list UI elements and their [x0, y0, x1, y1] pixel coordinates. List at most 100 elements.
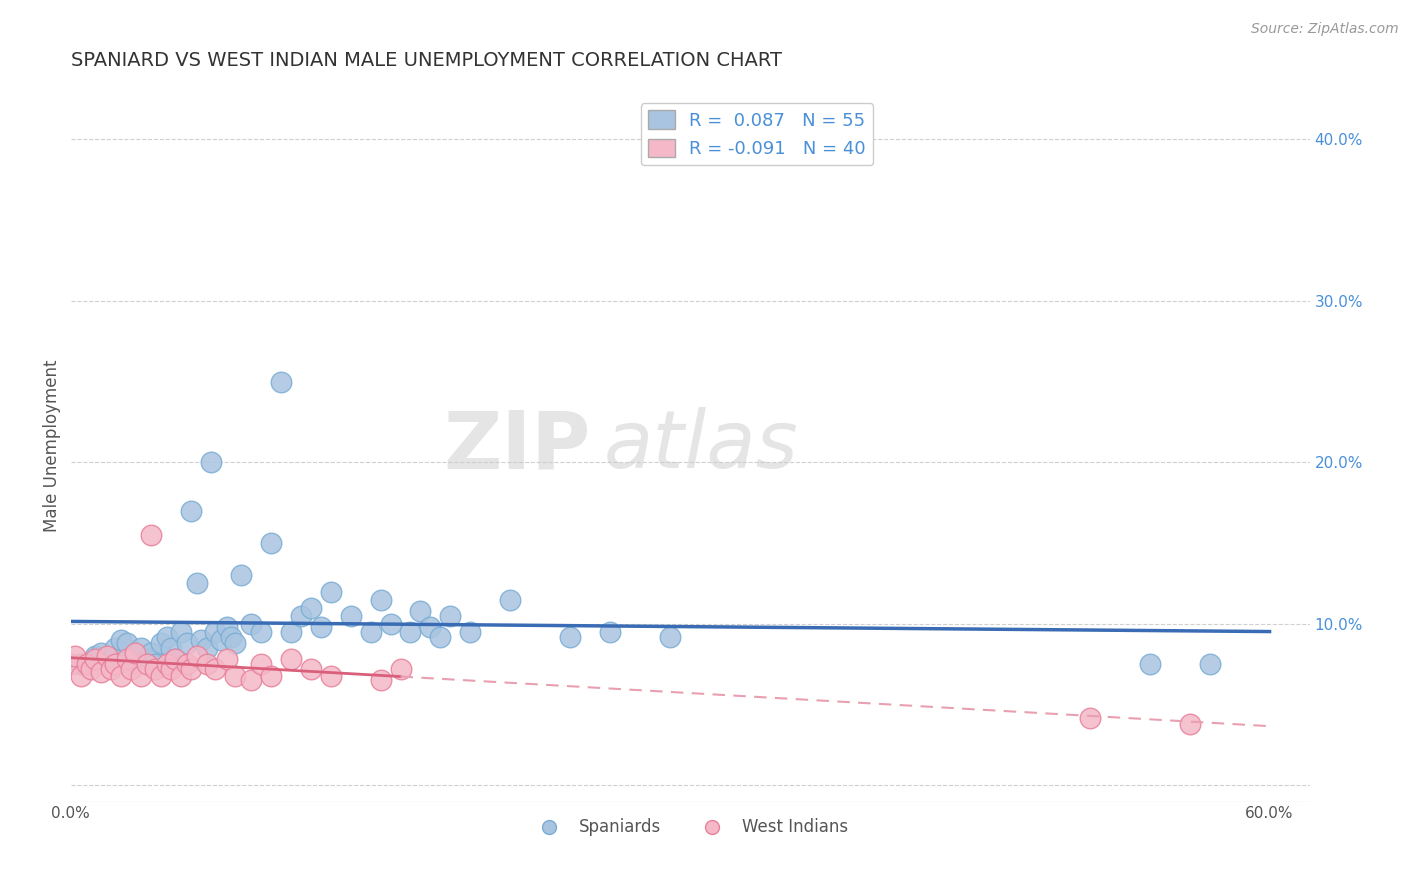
Point [219, 630, 242, 644]
Point [70, 657, 93, 672]
Point [124, 649, 146, 664]
Point [659, 630, 682, 644]
Point [280, 652, 302, 666]
Point [59, 657, 82, 672]
Point [186, 576, 208, 591]
Point [299, 662, 322, 676]
Point [224, 636, 246, 650]
Point [159, 641, 181, 656]
Point [115, 636, 138, 650]
Point [159, 662, 181, 676]
Point [249, 624, 271, 639]
Point [319, 668, 342, 682]
Point [176, 636, 198, 650]
Point [83, 652, 105, 666]
Point [120, 657, 142, 672]
Point [259, 536, 281, 550]
Point [1078, 710, 1101, 724]
Point [135, 652, 157, 666]
Point [190, 632, 212, 647]
Point [143, 662, 166, 676]
Point [83, 649, 105, 664]
Point [170, 668, 193, 682]
Point [299, 600, 322, 615]
Point [120, 662, 142, 676]
Point [370, 592, 392, 607]
Text: atlas: atlas [603, 407, 799, 485]
Point [239, 616, 262, 631]
Point [1198, 657, 1220, 672]
Point [180, 504, 202, 518]
Point [115, 652, 138, 666]
Point [163, 652, 186, 666]
Point [100, 652, 122, 666]
Point [186, 649, 208, 664]
Point [200, 455, 222, 469]
Point [339, 608, 361, 623]
Point [135, 657, 157, 672]
Point [139, 528, 162, 542]
Point [129, 641, 152, 656]
Point [280, 624, 302, 639]
Text: Source: ZipAtlas.com: Source: ZipAtlas.com [1251, 22, 1399, 37]
Point [149, 668, 172, 682]
Point [259, 668, 281, 682]
Y-axis label: Male Unemployment: Male Unemployment [44, 359, 60, 533]
Point [239, 673, 262, 688]
Point [499, 592, 522, 607]
Text: SPANIARD VS WEST INDIAN MALE UNEMPLOYMENT CORRELATION CHART: SPANIARD VS WEST INDIAN MALE UNEMPLOYMEN… [70, 51, 782, 70]
Point [143, 657, 166, 672]
Point [460, 624, 482, 639]
Point [370, 673, 392, 688]
Point [180, 662, 202, 676]
Point [1139, 657, 1161, 672]
Point [195, 641, 218, 656]
Point [209, 632, 232, 647]
Point [360, 624, 382, 639]
Point [170, 624, 193, 639]
Point [176, 657, 198, 672]
Point [80, 662, 103, 676]
Point [156, 630, 179, 644]
Point [156, 657, 179, 672]
Text: ZIP: ZIP [444, 407, 591, 485]
Point [90, 665, 112, 680]
Point [163, 652, 186, 666]
Point [389, 662, 412, 676]
Point [1178, 717, 1201, 731]
Point [195, 657, 218, 672]
Point [104, 657, 127, 672]
Point [104, 641, 127, 656]
Point [96, 649, 118, 664]
Point [129, 668, 152, 682]
Point [124, 646, 146, 660]
Point [90, 646, 112, 660]
Point [419, 620, 441, 634]
Point [139, 646, 162, 660]
Point [70, 668, 93, 682]
Point [110, 668, 132, 682]
Point [110, 632, 132, 647]
Point [249, 657, 271, 672]
Point [309, 620, 332, 634]
Point [100, 662, 122, 676]
Point [560, 630, 582, 644]
Point [63, 649, 86, 664]
Point [319, 584, 342, 599]
Point [204, 662, 226, 676]
Point [399, 624, 422, 639]
Point [599, 624, 621, 639]
Legend: Spaniards, West Indians: Spaniards, West Indians [526, 812, 855, 843]
Point [270, 375, 292, 389]
Point [429, 630, 451, 644]
Point [290, 608, 312, 623]
Point [215, 620, 238, 634]
Point [229, 568, 252, 582]
Point [380, 616, 402, 631]
Point [439, 608, 461, 623]
Point [76, 657, 98, 672]
Point [215, 652, 238, 666]
Point [409, 604, 432, 618]
Point [224, 668, 246, 682]
Point [149, 636, 172, 650]
